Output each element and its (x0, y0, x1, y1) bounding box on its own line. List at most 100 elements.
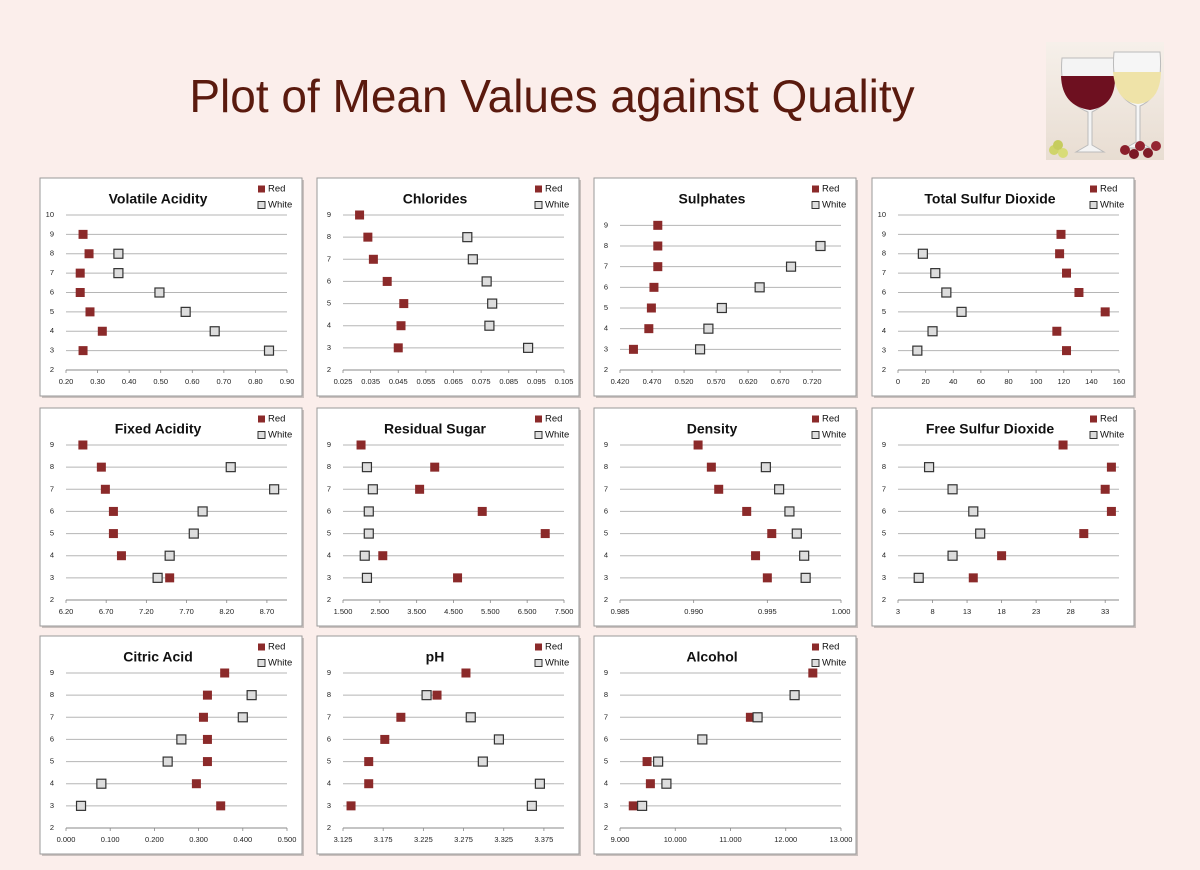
x-tick-label: 0.520 (675, 377, 694, 386)
legend-label: Red (822, 184, 839, 195)
y-tick-label: 5 (327, 299, 331, 308)
y-tick-label: 2 (882, 595, 886, 604)
chart-title: Citric Acid (123, 649, 193, 665)
x-tick-label: 13 (963, 607, 971, 616)
point (361, 462, 373, 473)
x-tick-label: 140 (1085, 377, 1098, 386)
x-tick-label: 0.500 (278, 835, 297, 844)
point (1074, 288, 1084, 297)
legend-label: White (268, 200, 292, 211)
y-tick-label: 3 (882, 573, 886, 582)
y-tick-label: 6 (50, 506, 54, 515)
point (108, 506, 118, 516)
legend-swatch (534, 431, 543, 439)
y-tick-label: 3 (327, 343, 331, 352)
chart-panel: pH Red White 2 3 4 5 6 7 8 9 3.125 3.175 3.225 3.275 3.… (316, 635, 581, 856)
legend-swatch (811, 431, 820, 439)
point (1058, 440, 1068, 450)
point (703, 323, 714, 334)
legend-swatch (535, 415, 542, 423)
y-tick-label: 4 (604, 551, 608, 560)
legend-label: White (822, 200, 846, 211)
x-tick-label: 8.70 (260, 607, 275, 616)
legend-swatch (812, 185, 819, 193)
point (1100, 484, 1110, 494)
point (751, 551, 761, 561)
point (465, 712, 476, 723)
x-tick-label: 18 (997, 607, 1005, 616)
y-tick-label: 8 (604, 462, 608, 471)
point (162, 756, 173, 767)
point (367, 484, 378, 495)
legend-label: White (268, 658, 292, 669)
y-tick-label: 6 (882, 287, 886, 296)
legend-swatch (1089, 431, 1098, 439)
point (930, 268, 941, 279)
point (96, 462, 106, 472)
point (75, 268, 85, 278)
point (202, 734, 212, 744)
chart-title: Fixed Acidity (115, 421, 202, 437)
y-tick-label: 9 (50, 229, 54, 238)
panel-frame (39, 177, 303, 397)
point (716, 302, 727, 314)
point (191, 779, 201, 789)
y-tick-label: 4 (882, 326, 886, 335)
y-tick-label: 6 (604, 734, 608, 743)
point (774, 484, 785, 495)
point (355, 210, 365, 220)
panel-frame (39, 635, 303, 855)
legend-swatch (534, 201, 543, 209)
x-tick-label: 0.420 (611, 377, 630, 386)
point (180, 306, 191, 317)
x-tick-label: 2.500 (370, 607, 389, 616)
x-tick-label: 0.985 (611, 607, 630, 616)
x-tick-label: 0.200 (145, 835, 164, 844)
x-tick-label: 0.065 (444, 377, 463, 386)
point (742, 506, 752, 516)
y-tick-label: 6 (50, 287, 54, 296)
chart-panel: Density Red White 2 3 4 5 6 7 8 9 0.985 0.990 0.995 1.… (593, 407, 858, 628)
point (165, 573, 175, 583)
y-tick-label: 7 (604, 262, 608, 271)
point (628, 344, 638, 354)
legend-label: Red (268, 184, 285, 195)
point (534, 778, 545, 789)
point (1106, 462, 1116, 472)
point (225, 462, 236, 473)
x-tick-label: 6.500 (518, 607, 537, 616)
point (380, 734, 390, 744)
point (269, 484, 280, 495)
x-tick-label: 0.045 (389, 377, 408, 386)
legend-label: Red (545, 414, 562, 425)
point (653, 262, 663, 272)
x-tick-label: 40 (949, 377, 957, 386)
point (754, 282, 765, 293)
x-tick-label: 12.000 (774, 835, 797, 844)
y-tick-label: 7 (327, 484, 331, 493)
x-tick-label: 0.100 (101, 835, 120, 844)
y-tick-label: 2 (327, 365, 331, 374)
point (75, 800, 87, 811)
y-tick-label: 5 (327, 757, 331, 766)
x-tick-label: 7.20 (139, 607, 154, 616)
chart-panel: Volatile Acidity Red White 2 3 4 5 6 7 8 9 10 0.20 0.… (39, 177, 304, 398)
y-tick-label: 3 (327, 573, 331, 582)
legend-label: White (1100, 430, 1124, 441)
slide-title: Plot of Mean Values against Quality (189, 70, 914, 122)
y-tick-label: 10 (878, 210, 886, 219)
y-tick-label: 7 (50, 484, 54, 493)
point (361, 572, 373, 583)
x-tick-label: 0.055 (416, 377, 435, 386)
point (947, 484, 958, 495)
y-tick-label: 7 (50, 268, 54, 277)
y-tick-label: 6 (604, 282, 608, 291)
chart-panel: Sulphates Red White 2 3 4 5 6 7 8 9 0.420 0.470 0.520… (593, 177, 858, 398)
point (382, 276, 392, 286)
x-tick-label: 0.40 (122, 377, 137, 386)
point (461, 668, 471, 678)
y-tick-label: 2 (604, 595, 608, 604)
point (706, 462, 716, 472)
x-tick-label: 0 (896, 377, 900, 386)
x-tick-label: 33 (1101, 607, 1109, 616)
